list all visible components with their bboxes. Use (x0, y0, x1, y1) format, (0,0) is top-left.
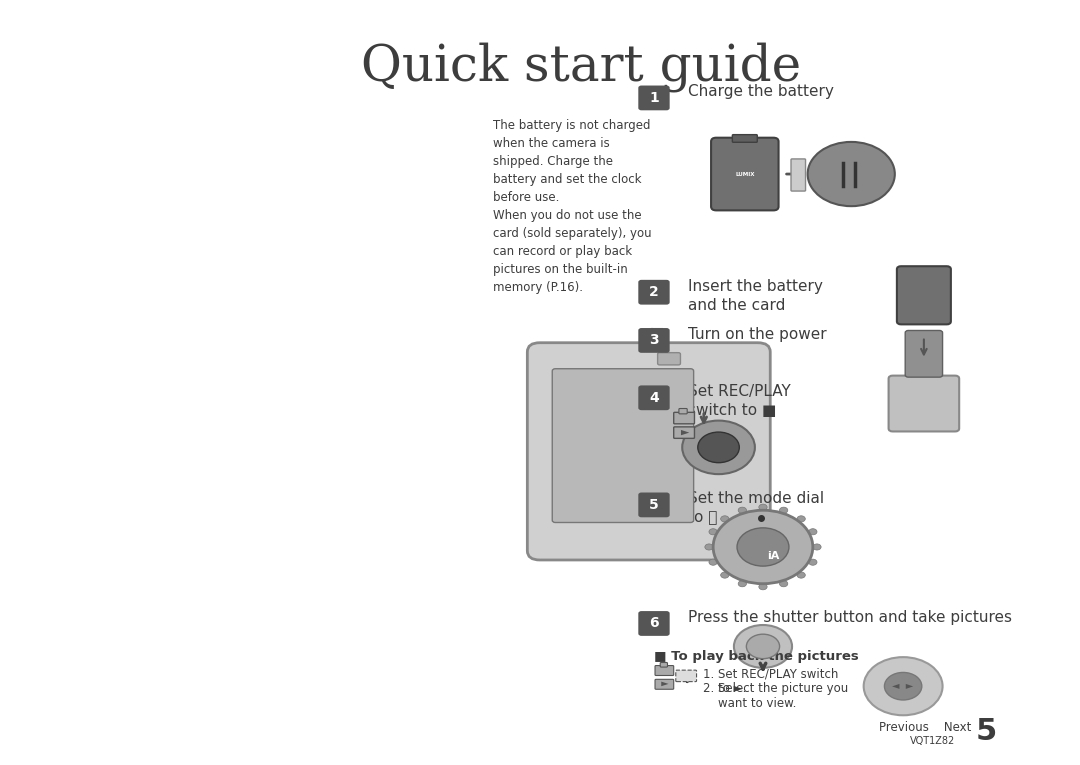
Text: ■ To play back the pictures: ■ To play back the pictures (654, 650, 859, 663)
FancyBboxPatch shape (676, 670, 697, 682)
Circle shape (813, 544, 821, 550)
Circle shape (797, 516, 806, 522)
Text: 6: 6 (649, 617, 659, 630)
Text: 5: 5 (975, 717, 997, 746)
FancyBboxPatch shape (638, 328, 670, 353)
FancyBboxPatch shape (674, 412, 694, 424)
Text: LUMIX: LUMIX (735, 171, 755, 177)
FancyBboxPatch shape (905, 330, 943, 377)
FancyBboxPatch shape (638, 280, 670, 304)
Circle shape (780, 581, 787, 587)
Circle shape (708, 529, 717, 535)
Circle shape (808, 142, 895, 207)
Text: 3: 3 (649, 334, 659, 347)
Circle shape (809, 529, 816, 535)
Circle shape (698, 432, 740, 463)
Text: 2. Select the picture you
    want to view.: 2. Select the picture you want to view. (703, 682, 848, 711)
Circle shape (708, 559, 717, 565)
Text: The battery is not charged
when the camera is
shipped. Charge the
battery and se: The battery is not charged when the came… (494, 119, 651, 294)
FancyBboxPatch shape (656, 666, 674, 675)
Text: Turn on the power: Turn on the power (688, 327, 827, 342)
Text: 2: 2 (649, 285, 659, 299)
Circle shape (705, 544, 713, 550)
Circle shape (737, 528, 788, 566)
Text: Charge the battery: Charge the battery (688, 84, 834, 99)
FancyBboxPatch shape (527, 343, 770, 560)
Circle shape (738, 507, 746, 513)
Circle shape (797, 572, 806, 578)
Text: 5: 5 (649, 498, 659, 512)
FancyBboxPatch shape (638, 493, 670, 517)
Text: to Ⓘ: to Ⓘ (688, 510, 717, 526)
Text: Press the shutter button and take pictures: Press the shutter button and take pictur… (688, 610, 1012, 625)
Circle shape (720, 572, 729, 578)
Text: Insert the battery: Insert the battery (688, 278, 823, 294)
FancyBboxPatch shape (638, 386, 670, 410)
Text: VQT1Z82: VQT1Z82 (909, 736, 955, 746)
FancyBboxPatch shape (679, 409, 687, 414)
Text: Previous    Next: Previous Next (879, 721, 972, 734)
Polygon shape (661, 682, 669, 686)
Polygon shape (681, 430, 689, 435)
Text: 1: 1 (649, 91, 659, 105)
Circle shape (885, 672, 922, 700)
Circle shape (720, 516, 729, 522)
FancyBboxPatch shape (658, 353, 680, 365)
Text: iA: iA (767, 551, 780, 562)
Circle shape (746, 634, 780, 659)
Circle shape (864, 657, 943, 715)
Text: 4: 4 (649, 391, 659, 405)
Circle shape (683, 421, 755, 474)
Text: ◄  ►: ◄ ► (892, 681, 914, 692)
Text: Set REC/PLAY: Set REC/PLAY (688, 384, 791, 399)
FancyBboxPatch shape (638, 611, 670, 636)
FancyBboxPatch shape (660, 662, 667, 667)
Text: Set the mode dial: Set the mode dial (688, 491, 824, 506)
FancyBboxPatch shape (656, 679, 674, 689)
FancyBboxPatch shape (674, 427, 694, 438)
Circle shape (738, 581, 746, 587)
FancyBboxPatch shape (896, 266, 950, 324)
Text: and the card: and the card (688, 298, 785, 313)
Circle shape (780, 507, 787, 513)
Circle shape (759, 584, 767, 590)
Circle shape (809, 559, 816, 565)
Text: switch to ■: switch to ■ (688, 403, 777, 418)
FancyBboxPatch shape (732, 135, 757, 142)
FancyBboxPatch shape (889, 376, 959, 431)
FancyBboxPatch shape (711, 138, 779, 210)
Circle shape (734, 625, 792, 668)
FancyBboxPatch shape (638, 86, 670, 110)
Circle shape (759, 504, 767, 510)
Circle shape (713, 510, 813, 584)
FancyBboxPatch shape (552, 369, 693, 522)
Text: Quick start guide: Quick start guide (361, 42, 801, 92)
FancyBboxPatch shape (791, 159, 806, 191)
Text: 1. Set REC/PLAY switch
    to ►.: 1. Set REC/PLAY switch to ►. (703, 667, 838, 695)
